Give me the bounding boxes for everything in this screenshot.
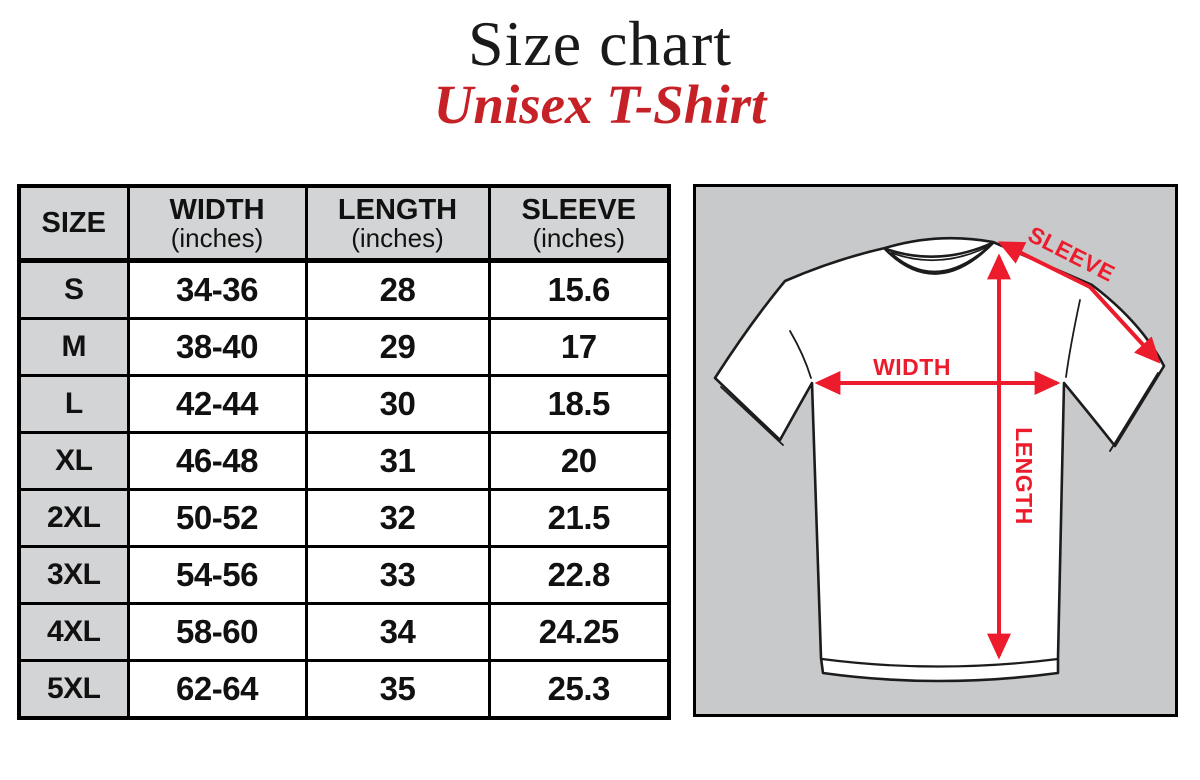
size-label-cell: 2XL (17, 488, 130, 548)
tshirt-outline (713, 236, 1166, 683)
width-cell: 62-64 (126, 659, 308, 720)
length-cell: 33 (304, 545, 491, 605)
sleeve-cell: 17 (487, 317, 671, 377)
width-cell: 58-60 (126, 602, 308, 662)
size-label-cell: M (17, 317, 130, 377)
length-cell: 35 (304, 659, 491, 720)
width-cell: 38-40 (126, 317, 308, 377)
size-label-cell: 5XL (17, 659, 130, 720)
table-row: M 38-40 29 17 (17, 317, 671, 377)
table-header-row: SIZE WIDTH (inches) LENGTH (inches) SLEE… (17, 184, 671, 263)
header-length: LENGTH (inches) (304, 184, 491, 263)
width-cell: 50-52 (126, 488, 308, 548)
header-size: SIZE (17, 184, 130, 263)
size-label-cell: XL (17, 431, 130, 491)
length-cell: 29 (304, 317, 491, 377)
sleeve-arrow (997, 241, 1161, 364)
sleeve-cell: 22.8 (487, 545, 671, 605)
table-row: S 34-36 28 15.6 (17, 259, 671, 320)
width-cell: 54-56 (126, 545, 308, 605)
sleeve-cell: 21.5 (487, 488, 671, 548)
header-width: WIDTH (inches) (126, 184, 308, 263)
length-label: LENGTH (1011, 427, 1037, 525)
title-block: Size chart Unisex T-Shirt (0, 10, 1200, 132)
table-row: 2XL 50-52 32 21.5 (17, 488, 671, 548)
length-cell: 32 (304, 488, 491, 548)
page-subtitle: Unisex T-Shirt (433, 74, 767, 136)
header-sleeve: SLEEVE (inches) (487, 184, 671, 263)
length-cell: 28 (304, 259, 491, 320)
tshirt-diagram-icon: WIDTH LENGTH SLEEVE (713, 221, 1166, 683)
sleeve-cell: 24.25 (487, 602, 671, 662)
sleeve-cell: 25.3 (487, 659, 671, 720)
size-label-cell: 4XL (17, 602, 130, 662)
table-row: 3XL 54-56 33 22.8 (17, 545, 671, 605)
table-row: 5XL 62-64 35 25.3 (17, 659, 671, 720)
measurement-arrows (814, 241, 1161, 660)
sleeve-cell: 20 (487, 431, 671, 491)
width-cell: 42-44 (126, 374, 308, 434)
size-label-cell: 3XL (17, 545, 130, 605)
table-row: XL 46-48 31 20 (17, 431, 671, 491)
width-cell: 46-48 (126, 431, 308, 491)
size-label-cell: L (17, 374, 130, 434)
measurement-diagram-panel: WIDTH LENGTH SLEEVE (693, 184, 1178, 717)
width-label: WIDTH (873, 354, 951, 380)
size-label-cell: S (17, 259, 130, 320)
page-title: Size chart (467, 8, 733, 79)
length-cell: 31 (304, 431, 491, 491)
sleeve-cell: 18.5 (487, 374, 671, 434)
sleeve-cell: 15.6 (487, 259, 671, 320)
table-row: L 42-44 30 18.5 (17, 374, 671, 434)
width-cell: 34-36 (126, 259, 308, 320)
length-cell: 34 (304, 602, 491, 662)
length-cell: 30 (304, 374, 491, 434)
table-row: 4XL 58-60 34 24.25 (17, 602, 671, 662)
size-chart-table: SIZE WIDTH (inches) LENGTH (inches) SLEE… (17, 184, 671, 720)
